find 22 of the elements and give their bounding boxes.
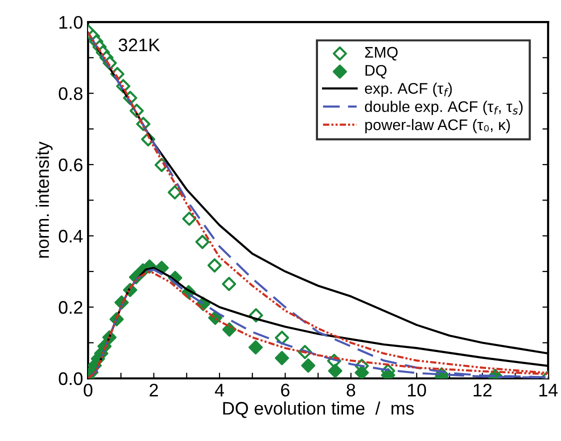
- legend-label: power-law ACF (τ₀, κ): [365, 118, 510, 134]
- y-tick-label: 0.4: [58, 230, 83, 243]
- legend-label: ΣMQ: [365, 46, 398, 60]
- y-axis-title: norm. intensity: [36, 142, 53, 258]
- y-tick-label: 0.8: [58, 87, 82, 100]
- x-tick-label: 12: [474, 384, 492, 396]
- y-tick-label: 1.0: [59, 16, 83, 29]
- x-tick-label: 10: [408, 384, 426, 396]
- x-tick-label: 4: [214, 384, 224, 396]
- x-tick-label: 2: [150, 384, 158, 396]
- y-tick-label: 0.6: [58, 158, 82, 172]
- legend-label: exp. ACF (τ$_{f}$): [364, 82, 452, 97]
- y-tick-label: 0.2: [58, 301, 82, 314]
- legend-label: double exp. ACF (τ$_{f}$, τ$_{s}$): [364, 100, 523, 116]
- x-tick-label: 0: [84, 384, 92, 396]
- annotation: 321K: [118, 38, 160, 52]
- x-tick-label: 6: [281, 384, 290, 396]
- y-tick-label: 0.0: [58, 372, 83, 386]
- legend-label: DQ: [366, 64, 386, 79]
- x-tick-label: 8: [346, 384, 356, 396]
- x-axis-title: DQ evolution time / ms: [223, 401, 414, 418]
- x-tick-label: 14: [539, 384, 558, 396]
